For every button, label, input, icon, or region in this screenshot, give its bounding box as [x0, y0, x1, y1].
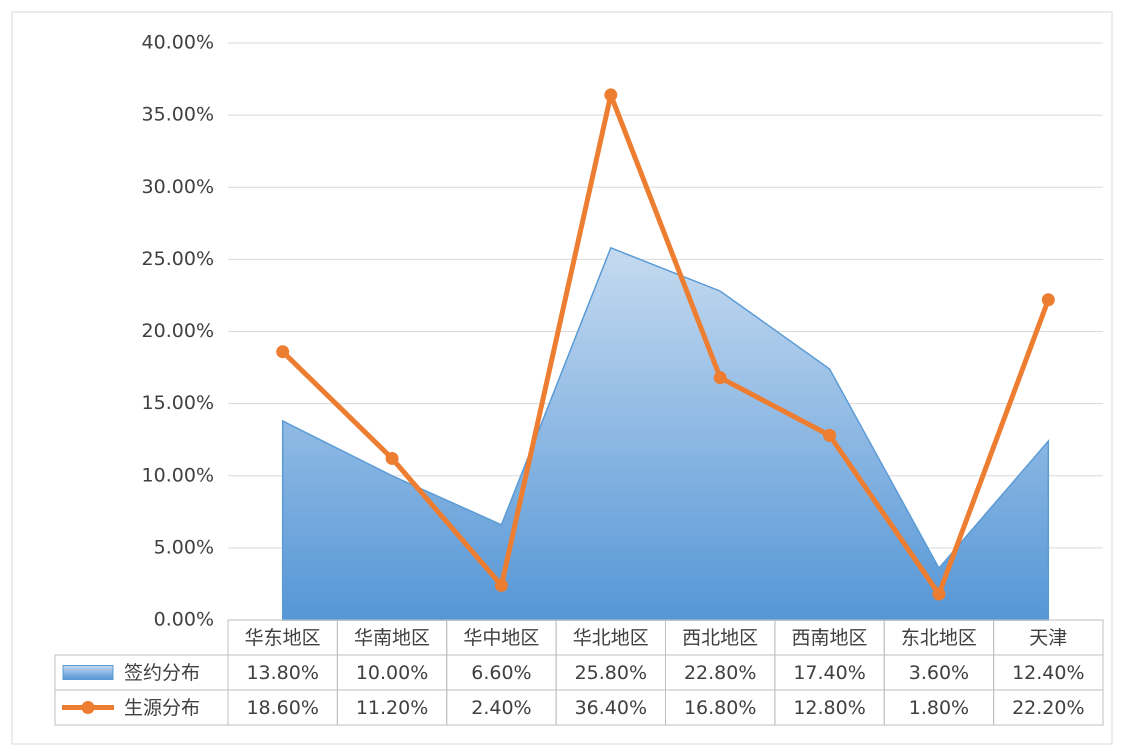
line: [280, 92, 1051, 597]
value-label: 22.20%: [1012, 697, 1084, 719]
legend-label: 签约分布: [124, 662, 200, 684]
y-tick-label: 40.00%: [142, 32, 214, 54]
category-label: 西南地区: [792, 627, 868, 649]
value-label: 13.80%: [246, 662, 318, 684]
marker: [713, 371, 727, 385]
y-tick-label: 5.00%: [154, 536, 214, 558]
chart-frame: [11, 11, 1113, 745]
value-label: 12.40%: [1012, 662, 1084, 684]
value-label: 16.80%: [684, 697, 756, 719]
legend-label: 生源分布: [124, 697, 200, 719]
value-label: 2.40%: [471, 697, 531, 719]
area: [281, 246, 1050, 621]
marker: [823, 428, 837, 442]
marker: [1041, 293, 1055, 307]
y-tick-label: 0.00%: [154, 609, 214, 631]
category-label: 西北地区: [682, 627, 758, 649]
category-label: 华北地区: [573, 627, 649, 649]
category-label: 华南地区: [354, 627, 430, 649]
y-tick-label: 30.00%: [142, 176, 214, 198]
value-label: 10.00%: [356, 662, 428, 684]
y-tick-label: 15.00%: [142, 392, 214, 414]
value-label: 1.80%: [909, 697, 969, 719]
value-label: 17.40%: [793, 662, 865, 684]
legend-key: [62, 665, 114, 680]
value-label: 18.60%: [246, 697, 318, 719]
marker: [494, 578, 508, 592]
value-label: 11.20%: [356, 697, 428, 719]
table-cell: [993, 689, 1104, 726]
y-tick-label: 10.00%: [142, 464, 214, 486]
value-label: 22.80%: [684, 662, 756, 684]
y-tick-label: 35.00%: [142, 104, 214, 126]
marker: [932, 587, 946, 601]
category-label: 华东地区: [245, 627, 321, 649]
marker: [604, 88, 618, 102]
category-label: 东北地区: [901, 627, 977, 649]
category-label: 华中地区: [463, 627, 539, 649]
value-label: 12.80%: [793, 697, 865, 719]
value-label: 36.40%: [575, 697, 647, 719]
y-tick-label: 25.00%: [142, 248, 214, 270]
marker: [276, 345, 290, 359]
marker: [385, 451, 399, 465]
legend-key: [81, 701, 95, 714]
value-label: 25.80%: [575, 662, 647, 684]
value-label: 6.60%: [471, 662, 531, 684]
y-tick-label: 20.00%: [142, 320, 214, 342]
category-label: 天津: [1029, 627, 1067, 649]
value-label: 3.60%: [909, 662, 969, 684]
